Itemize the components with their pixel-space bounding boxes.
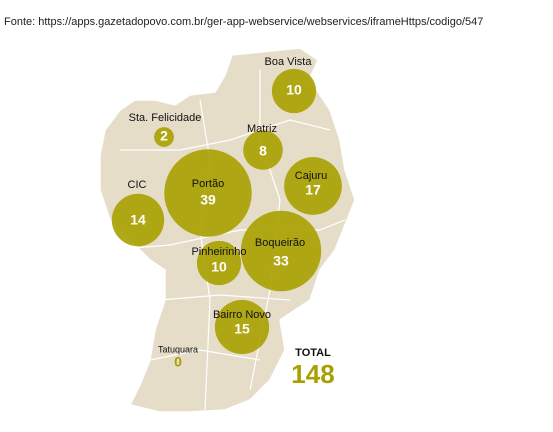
region-value: 14 [130,212,146,228]
region-value: 0 [174,354,182,370]
bubble [214,299,270,355]
bubble [271,68,317,114]
region-name: Bairro Novo [213,309,271,321]
total-label: TOTAL [295,347,331,359]
bubble [240,210,322,292]
region-name: CIC [128,179,147,191]
region-name: Boa Vista [265,56,313,68]
region-name: Sta. Felicidade [129,112,202,124]
region-name: Boqueirão [255,237,305,249]
region-value: 33 [273,253,289,269]
region-name: Portão [192,178,224,190]
total-value: 148 [291,359,334,389]
region-name: Pinheirinho [191,246,246,258]
source: Fonte: https://apps.gazetadopovo.com.br/… [4,16,483,28]
bubble [243,130,283,170]
region-value: 39 [200,192,216,208]
bubble [111,193,165,247]
bubble [164,149,252,237]
bubble [154,127,174,147]
bubble [284,157,342,215]
region-value: 2 [160,128,168,144]
region-value: 15 [234,321,250,337]
region-value: 10 [211,259,227,275]
district-borders [109,70,346,411]
region-name: Tatuquara [158,344,198,354]
region-value: 17 [305,182,321,198]
region-value: 8 [259,143,267,159]
region-name: Matriz [247,123,277,135]
bubble [196,240,242,286]
region-name: Cajuru [295,170,327,182]
region-value: 10 [286,82,302,98]
